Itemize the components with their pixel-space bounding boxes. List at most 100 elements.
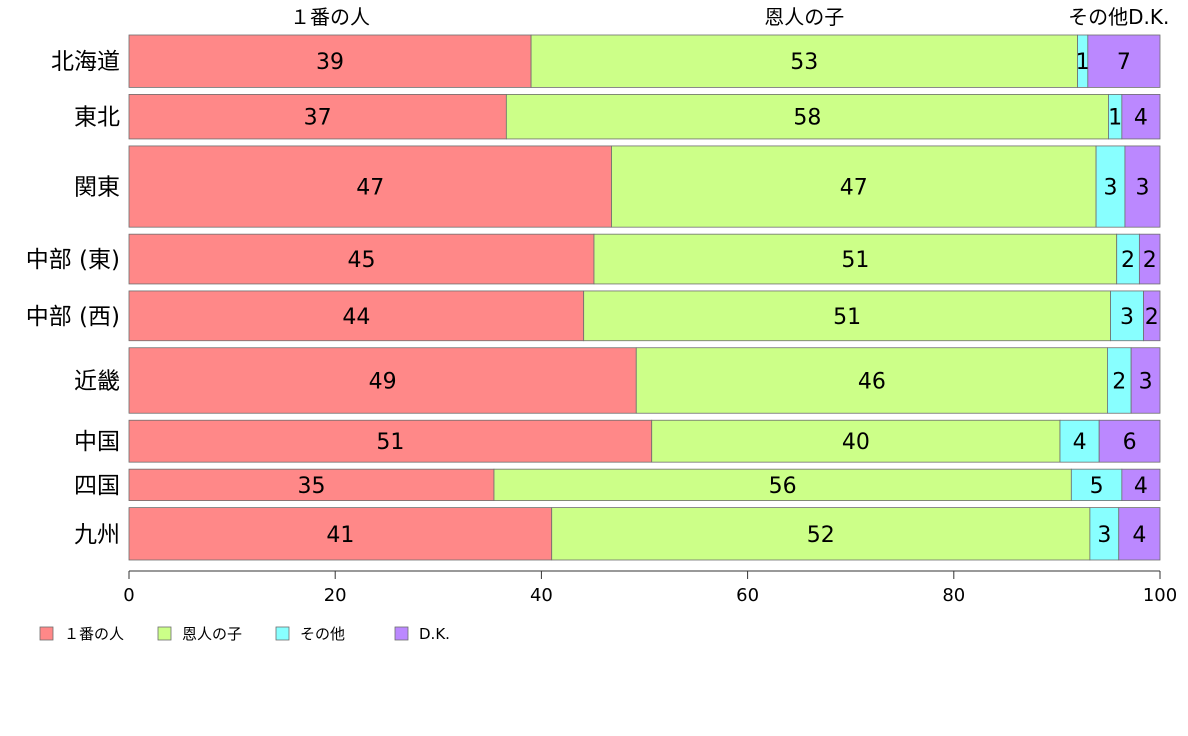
data-label: 5 — [1090, 474, 1104, 499]
data-label: 56 — [769, 474, 797, 499]
bar-row: 中部 (東) 45 51 2 2 — [26, 233, 1161, 285]
bar-segment — [583, 290, 1111, 342]
data-label: 58 — [793, 106, 821, 131]
data-label: 1 — [1108, 106, 1122, 131]
data-label: 40 — [842, 430, 870, 455]
bar-segment — [128, 347, 637, 414]
bar-row: 四国 35 56 5 4 — [74, 468, 1161, 501]
legend-label: D.K. — [419, 625, 450, 643]
bar-segment — [1098, 419, 1161, 463]
data-label: 41 — [326, 523, 354, 548]
legend-item: １番の人 — [39, 625, 124, 643]
data-label: 2 — [1112, 369, 1126, 394]
legend-swatch — [275, 626, 290, 641]
bar-segment — [128, 145, 612, 228]
data-label: 2 — [1143, 248, 1157, 273]
data-label: 46 — [858, 369, 886, 394]
bar-segment — [1143, 290, 1161, 342]
category-label: 中国 — [74, 429, 120, 455]
data-label: 53 — [790, 50, 818, 75]
data-label: 1 — [1076, 50, 1090, 75]
data-label: 35 — [297, 474, 325, 499]
bar-segment — [1110, 290, 1144, 342]
bar-segment — [1130, 347, 1161, 414]
data-label: 2 — [1121, 248, 1135, 273]
category-label: 九州 — [74, 522, 120, 548]
bar-segment — [1138, 233, 1161, 285]
top-label-0: １番の人 — [290, 5, 370, 29]
data-label: 49 — [369, 369, 397, 394]
legend-item: その他 — [275, 625, 345, 643]
bar-segment — [128, 507, 553, 561]
data-label: 52 — [807, 523, 835, 548]
data-label: 47 — [356, 176, 384, 201]
legend-swatch — [39, 626, 54, 641]
category-label: 北海道 — [51, 49, 120, 75]
bar-segment — [1124, 145, 1161, 228]
bar-segment — [551, 507, 1091, 561]
bar-row: 関東 47 47 3 3 — [74, 145, 1161, 228]
bar-row: 北海道 39 53 1 7 — [51, 34, 1161, 88]
data-label: 37 — [304, 106, 332, 131]
bar-segment — [1095, 145, 1126, 228]
data-label: 51 — [376, 430, 404, 455]
data-label: 39 — [316, 50, 344, 75]
bar-segment — [1070, 468, 1123, 501]
x-tick-label: 20 — [324, 585, 347, 606]
category-label: 近畿 — [74, 368, 120, 394]
x-tick-label: 80 — [942, 585, 965, 606]
bar-segment — [128, 419, 653, 463]
bar-segment — [128, 34, 532, 88]
category-label: 東北 — [74, 105, 120, 131]
bars: 北海道 39 53 1 7東北 37 58 1 4関東 47 47 3 3中部 (東) 45 51 2 2中部 … — [26, 34, 1161, 561]
category-label: 関東 — [74, 175, 120, 201]
bar-segment — [530, 34, 1078, 88]
bar-row: 九州 41 52 3 4 — [74, 507, 1161, 561]
bar-segment — [635, 347, 1108, 414]
data-label: 51 — [833, 305, 861, 330]
category-label: 中部 (西) — [26, 304, 120, 330]
top-labels: １番の人 恩人の子 その他D.K. — [290, 5, 1169, 29]
bar-segment — [128, 233, 595, 285]
category-label: 中部 (東) — [26, 247, 120, 273]
data-label: 2 — [1145, 305, 1159, 330]
bar-row: 東北 37 58 1 4 — [74, 94, 1161, 140]
bar-segment — [611, 145, 1097, 228]
data-label: 3 — [1104, 176, 1118, 201]
data-label: 3 — [1135, 176, 1149, 201]
bar-row: 中部 (西) 44 51 3 2 — [26, 290, 1161, 342]
top-label-1: 恩人の子 — [764, 5, 844, 29]
data-label: 4 — [1073, 430, 1087, 455]
data-label: 47 — [840, 176, 868, 201]
bar-segment — [1089, 507, 1120, 561]
x-tick-label: 0 — [123, 585, 134, 606]
category-label: 四国 — [74, 473, 120, 499]
data-label: 4 — [1134, 474, 1148, 499]
legend-item: 恩人の子 — [157, 625, 242, 643]
bar-segment — [651, 419, 1061, 463]
bar-segment — [1087, 34, 1161, 88]
bar-segment — [1121, 468, 1161, 501]
x-tick-label: 60 — [736, 585, 759, 606]
legend-label: その他 — [300, 625, 345, 643]
bar-segment — [128, 94, 507, 140]
legend-swatch — [394, 626, 409, 641]
legend-label: 恩人の子 — [182, 625, 242, 643]
bar-segment — [593, 233, 1118, 285]
x-tick-label: 100 — [1143, 585, 1177, 606]
top-label-2: その他D.K. — [1068, 5, 1169, 29]
x-axis: 0 20 40 60 80 100 — [123, 570, 1177, 606]
data-label: 7 — [1117, 50, 1131, 75]
data-label: 6 — [1123, 430, 1137, 455]
data-label: 3 — [1139, 369, 1153, 394]
legend-label: １番の人 — [64, 625, 124, 643]
bar-segment — [1118, 507, 1161, 561]
bar-row: 中国 51 40 4 6 — [74, 419, 1161, 463]
bar-segment — [1121, 94, 1161, 140]
bar-segment — [128, 468, 495, 501]
legend-swatch — [157, 626, 172, 641]
data-label: 51 — [841, 248, 869, 273]
data-label: 3 — [1120, 305, 1134, 330]
bar-row: 近畿 49 46 2 3 — [74, 347, 1161, 414]
bar-segment — [128, 290, 585, 342]
